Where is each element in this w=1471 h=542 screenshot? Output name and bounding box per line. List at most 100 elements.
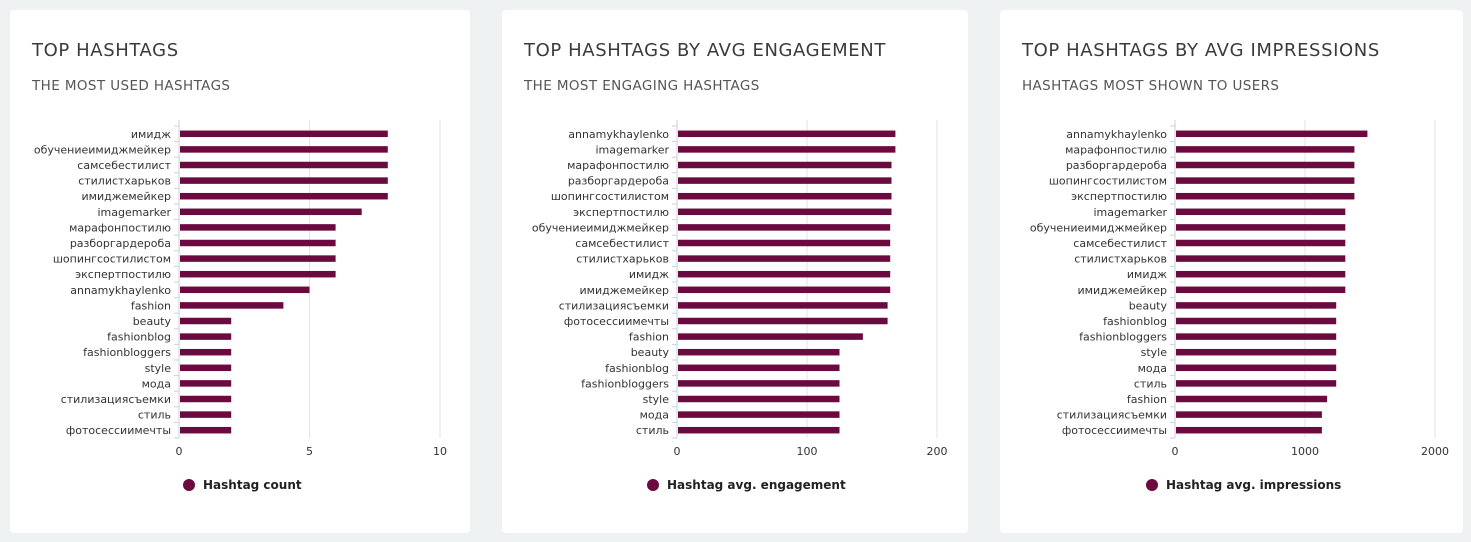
bar [1176,395,1328,403]
chart-title: TOP HASHTAGS [32,40,179,61]
bar [1176,161,1355,169]
category-label: разборгардероба [1066,159,1167,172]
category-label: style [1141,346,1168,359]
category-label: экспертпостилю [75,268,171,281]
category-label: стилистхарьков [1074,253,1167,266]
category-label: annamykhaylenko [70,284,171,297]
category-label: мода [640,409,669,422]
category-label: fashionbloggers [1079,331,1167,344]
category-label: annamykhaylenko [1066,128,1167,141]
category-label: самсебестилист [575,237,669,250]
category-label: фотосессиимечты [564,315,669,328]
bar-chart: 0 100 200 annamykhaylenko imagemarker марафон… [532,120,948,458]
bar [1176,411,1322,418]
chart-legend[interactable]: Hashtag avg. impressions [1146,475,1341,495]
category-label: обучениеимиджмейкер [1030,221,1167,234]
bar [180,270,336,278]
category-label: стилизациясъемки [61,393,171,406]
bar [678,411,840,418]
bar [180,364,232,372]
x-tick-label: 2000 [1421,445,1449,458]
x-tick-label: 10 [433,445,447,458]
bar [678,348,840,356]
bar [1176,333,1337,340]
category-label: imagemarker [1093,206,1167,219]
bar [1176,380,1337,387]
bar [1176,177,1355,184]
category-label: самсебестилист [1073,237,1167,250]
category-label: имиджемейкер [82,190,172,203]
legend-marker [647,479,659,491]
category-label: стиль [1134,377,1167,390]
x-tick-label: 0 [674,445,681,458]
legend-label: Hashtag count [203,478,302,492]
chart-title: TOP HASHTAGS BY AVG IMPRESSIONS [1022,40,1380,61]
category-label: марафонпостилю [1065,143,1167,156]
bar-chart: 0 5 10 имидж обучениеимиджмейкер самсебестили… [34,120,447,458]
category-label: фотосессиимечты [66,424,171,437]
bar [1176,224,1346,231]
bar [1176,146,1355,153]
category-label: стилизациясъемки [559,299,669,312]
bar [678,317,888,325]
bar [180,317,232,325]
bar [678,130,896,138]
category-label: fashionblog [1103,315,1167,328]
bar [678,270,891,278]
category-label: fashionbloggers [83,346,171,359]
category-label: мода [142,377,171,390]
category-label: марафонпостилю [567,159,669,172]
bar [1176,426,1322,434]
category-label: annamykhaylenko [568,128,669,141]
legend-label: Hashtag avg. engagement [667,478,846,492]
bar [180,239,336,247]
x-tick-label: 0 [1172,445,1179,458]
bar [180,411,232,418]
bar [678,146,896,153]
x-tick-label: 1000 [1291,445,1319,458]
x-tick-label: 0 [176,445,183,458]
category-label: разборгардероба [70,237,171,250]
bar [678,192,892,200]
category-label: imagemarker [97,206,171,219]
category-label: beauty [133,315,172,328]
x-tick-label: 5 [306,445,313,458]
bar [180,348,232,356]
bar [1176,270,1346,278]
category-label: имиджемейкер [580,284,670,297]
bar [678,333,863,340]
x-tick-label: 200 [927,445,948,458]
bar [180,177,388,184]
category-label: имиджемейкер [1078,284,1168,297]
bar [180,426,232,434]
bar [678,255,891,262]
category-label: обучениеимиджмейкер [532,221,669,234]
bar [1176,239,1346,247]
bar [1176,317,1337,325]
chart-legend[interactable]: Hashtag avg. engagement [647,475,846,495]
bar [180,130,388,138]
bar [180,302,284,309]
bar [678,302,888,309]
category-label: марафонпостилю [69,221,171,234]
chart-legend[interactable]: Hashtag count [183,475,302,495]
category-label: шопингсостилистом [1049,175,1167,188]
legend-label: Hashtag avg. impressions [1166,478,1342,492]
category-label: обучениеимиджмейкер [34,143,171,156]
bar [180,146,388,153]
category-label: самсебестилист [77,159,171,172]
bar [1176,302,1337,309]
category-label: имидж [131,128,171,141]
category-label: фотосессиимечты [1062,424,1167,437]
category-label: имидж [1127,268,1167,281]
category-label: стилизациясъемки [1057,409,1167,422]
category-label: fashionbloggers [581,377,669,390]
bar [180,255,336,262]
bar [1176,255,1346,262]
bar [678,426,840,434]
category-label: мода [1138,362,1167,375]
category-label: стилистхарьков [576,253,669,266]
chart-subtitle: THE MOST ENGAGING HASHTAGS [524,78,760,94]
chart-title: TOP HASHTAGS BY AVG ENGAGEMENT [524,40,886,61]
bar [180,286,310,294]
